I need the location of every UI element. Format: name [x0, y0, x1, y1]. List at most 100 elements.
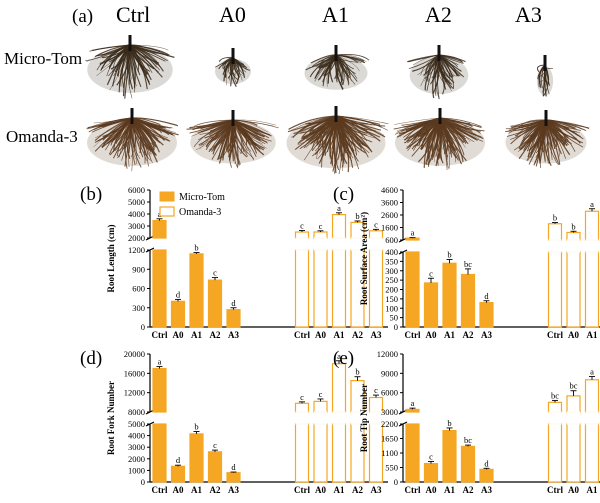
- significance-letter: a: [411, 228, 415, 238]
- significance-letter: c: [429, 268, 433, 278]
- x-tick-label: A2: [210, 485, 221, 495]
- y-axis-label: Root Fork Number: [106, 381, 116, 455]
- significance-letter: c: [374, 385, 378, 395]
- column-label-a2: A2: [425, 2, 452, 27]
- bar: [547, 251, 563, 328]
- bar: [331, 363, 347, 413]
- bar: [584, 210, 600, 241]
- x-tick-label: Ctrl: [547, 485, 563, 495]
- y-tick-label: 5000: [128, 419, 145, 429]
- legend-label-omanda-3: Omanda-3: [179, 207, 221, 218]
- bar: [368, 249, 384, 328]
- bar: [170, 300, 186, 328]
- y-tick-label: 2000: [128, 233, 145, 243]
- y-tick-label: 600: [132, 284, 145, 294]
- y-tick-label: 900: [132, 264, 145, 274]
- chart-panel-2: (b) Root Length (cm) 2000 3000 4000 5000 6000 0…: [80, 184, 388, 340]
- omanda-3-a0-root: [186, 110, 279, 169]
- y-tick-label: 8000: [128, 407, 145, 417]
- bar: [566, 251, 581, 328]
- x-tick-label: A2: [352, 485, 363, 495]
- significance-letter: b: [355, 211, 359, 221]
- bar: [566, 395, 581, 413]
- legend: Micro-Tom Omanda-3: [159, 191, 225, 218]
- x-tick-label: A3: [481, 485, 492, 495]
- x-tick-label: Ctrl: [152, 330, 168, 340]
- x-tick-label: A3: [371, 485, 382, 495]
- x-tick-label: A0: [173, 485, 184, 495]
- micro-tom-a2-root: [407, 45, 469, 100]
- significance-letter: a: [158, 357, 162, 367]
- bar: [207, 451, 223, 483]
- bar: [226, 309, 241, 328]
- significance-letter: d: [231, 298, 236, 308]
- y-tick-label: 3000: [128, 442, 145, 452]
- bar: [294, 231, 310, 239]
- panel-label: (e): [333, 348, 354, 369]
- significance-letter: d: [231, 462, 236, 472]
- significance-letter: c: [300, 221, 304, 231]
- y-tick-label: 5000: [128, 197, 145, 207]
- panel-label: (c): [333, 184, 354, 205]
- y-tick-label: 1600: [381, 223, 398, 233]
- bar: [442, 429, 457, 483]
- x-tick-label: A0: [426, 330, 437, 340]
- bar: [152, 249, 167, 328]
- bar: [152, 367, 167, 413]
- y-tick-label: 2200: [381, 419, 398, 429]
- chart-panel-5: (e) Root Tip Number 3000 6000 9000 12000 0 550 1…: [333, 348, 600, 495]
- legend-swatch-omanda-3: [159, 206, 175, 217]
- x-tick-label: A0: [568, 485, 579, 495]
- x-tick-label: A1: [334, 485, 345, 495]
- y-tick-label: 3000: [381, 407, 398, 417]
- x-tick-label: Ctrl: [405, 330, 421, 340]
- y-tick-label: 1000: [128, 465, 145, 475]
- bar: [294, 249, 310, 328]
- column-label-ctrl: Ctrl: [116, 2, 150, 27]
- x-tick-label: Ctrl: [405, 485, 421, 495]
- significance-letter: c: [319, 389, 323, 399]
- x-tick-label: A3: [481, 330, 492, 340]
- y-tick-label: 100: [385, 303, 398, 313]
- y-tick-label: 300: [132, 303, 145, 313]
- bar: [460, 445, 476, 483]
- y-tick-label: 9000: [381, 368, 398, 378]
- bar: [547, 401, 563, 413]
- significance-letter: a: [411, 398, 415, 408]
- significance-letter: d: [484, 291, 489, 301]
- column-label-a1: A1: [322, 2, 349, 27]
- bar: [405, 251, 420, 328]
- bar-chart-panels: (b)Root Length (cm) 200030004000500060000…: [80, 184, 600, 495]
- x-tick-label: A2: [463, 330, 474, 340]
- bar: [405, 237, 420, 241]
- significance-letter: bc: [464, 259, 472, 269]
- y-tick-label: 350: [385, 256, 398, 266]
- x-tick-label: Ctrl: [547, 330, 563, 340]
- bar: [207, 279, 223, 328]
- bar: [313, 400, 328, 413]
- y-tick-label: 250: [385, 275, 398, 285]
- column-label-a3: A3: [515, 2, 542, 27]
- significance-letter: c: [374, 219, 378, 229]
- y-tick-label: 0: [141, 477, 145, 487]
- significance-letter: bc: [551, 390, 559, 400]
- bar: [584, 423, 600, 483]
- significance-letter: bc: [464, 435, 472, 445]
- x-tick-label: Ctrl: [294, 485, 310, 495]
- column-label-a0: A0: [219, 2, 246, 27]
- significance-letter: c: [319, 221, 323, 231]
- y-tick-label: 2600: [381, 210, 398, 220]
- y-tick-label: 400: [385, 247, 398, 257]
- significance-letter: d: [176, 289, 181, 299]
- bar: [423, 462, 439, 483]
- x-tick-label: A1: [587, 330, 598, 340]
- x-tick-label: Ctrl: [294, 330, 310, 340]
- bar: [460, 273, 476, 328]
- significance-letter: a: [590, 367, 594, 377]
- bar: [170, 465, 186, 483]
- micro-tom-a0-root: [214, 48, 251, 87]
- x-tick-label: Ctrl: [152, 485, 168, 495]
- significance-letter: b: [447, 418, 451, 428]
- y-tick-label: 3600: [381, 198, 398, 208]
